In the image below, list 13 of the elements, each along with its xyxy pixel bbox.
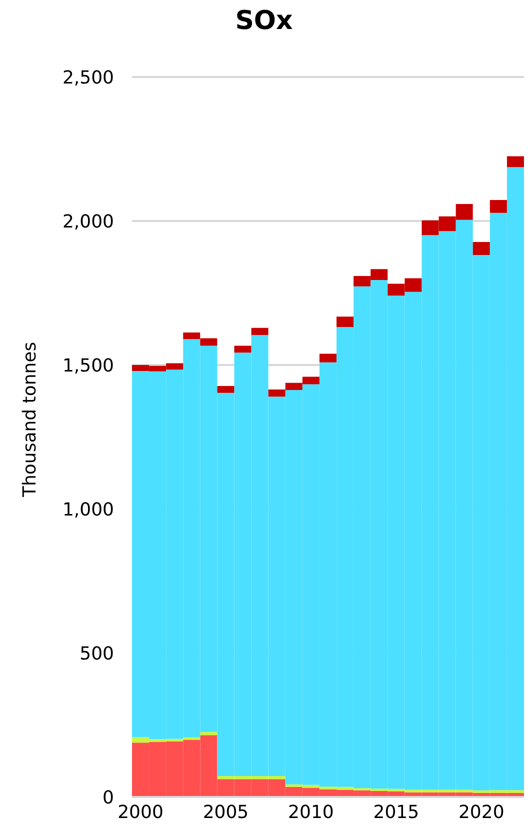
y-tick-label: 2,000 [62,211,114,232]
y-axis-title: Thousand tonnes [19,342,40,498]
chart-title: SOx [234,6,294,36]
y-tick-label: 1,500 [62,355,114,376]
y-tick-label: 0 [102,787,114,808]
y-tick-label: 1,000 [62,499,114,520]
y-tick-label: 500 [80,643,114,664]
x-tick-label: 2000 [118,802,164,823]
x-tick-label: 2005 [202,802,249,823]
x-tick-label: 2015 [373,802,420,823]
y-tick-label: 2,500 [62,67,114,88]
x-tick-label: 2020 [458,802,504,823]
x-tick-label: 2010 [288,802,334,823]
